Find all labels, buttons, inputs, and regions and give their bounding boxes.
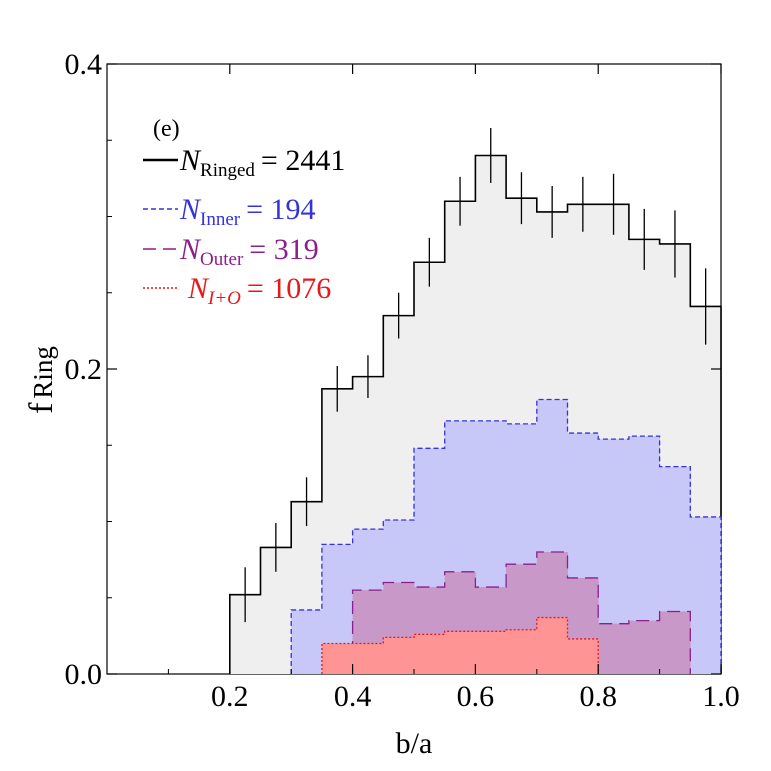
- legend-label-inner: NInner = 194: [179, 193, 316, 230]
- bar-i-o-4: [444, 631, 476, 674]
- bar-inner-0: [291, 609, 323, 674]
- x-tick-label-1: 0.4: [334, 680, 372, 713]
- outline-i-o: [321, 616, 599, 674]
- x-tick-label-3: 0.8: [579, 680, 617, 713]
- bar-outer-10: [659, 611, 691, 674]
- outline-outer: [351, 551, 691, 674]
- outline-ringed: [229, 154, 722, 674]
- panel-label: (e): [153, 116, 180, 142]
- bar-i-o-1: [352, 643, 384, 674]
- bar-i-o-8: [567, 638, 599, 674]
- bar-i-o-2: [383, 637, 415, 674]
- svg-text:fRing: f Ring: [23, 346, 60, 414]
- bar-i-o-5: [475, 631, 507, 674]
- x-tick-label-0: 0.2: [211, 680, 249, 713]
- x-axis-label: b/a: [396, 727, 433, 760]
- bar-outer-9: [628, 620, 660, 674]
- y-axis-label: f Ring: [23, 346, 60, 414]
- error-bar-layer: [244, 128, 707, 623]
- legend-label-i-o: NI+O = 1076: [187, 272, 331, 309]
- bar-i-o-0: [321, 643, 353, 674]
- bar-outer-8: [598, 623, 630, 674]
- bar-i-o-3: [414, 634, 446, 674]
- bar-i-o-6: [506, 629, 538, 674]
- bar-inner-13: [690, 516, 722, 674]
- histogram-layer: [229, 154, 722, 675]
- legend-label-outer: NOuter = 319: [179, 233, 319, 270]
- ticks-layer: 0.2 0.4 0.6 0.8 1.0 0.0 0.2 0.4: [65, 48, 740, 713]
- y-tick-label-0: 0.0: [65, 658, 103, 691]
- legend-entry-i-o: NI+O = 1076: [143, 272, 331, 309]
- y-axis-label-main: f: [23, 402, 60, 414]
- legend-entry-outer: NOuter = 319: [143, 233, 319, 270]
- legend-entry-inner: NInner = 194: [143, 193, 316, 230]
- legend-entry-ringed: NRinged = 2441: [143, 144, 345, 181]
- series-i-o: [321, 616, 599, 674]
- legend-label-ringed: NRinged = 2441: [179, 144, 345, 181]
- outline-inner: [290, 398, 722, 674]
- x-tick-label-4: 1.0: [702, 680, 740, 713]
- bar-i-o-7: [536, 617, 568, 674]
- y-axis-label-sub: Ring: [28, 346, 58, 399]
- y-tick-label-1: 0.2: [65, 353, 103, 386]
- y-tick-label-2: 0.4: [65, 48, 103, 81]
- x-tick-label-2: 0.6: [457, 680, 495, 713]
